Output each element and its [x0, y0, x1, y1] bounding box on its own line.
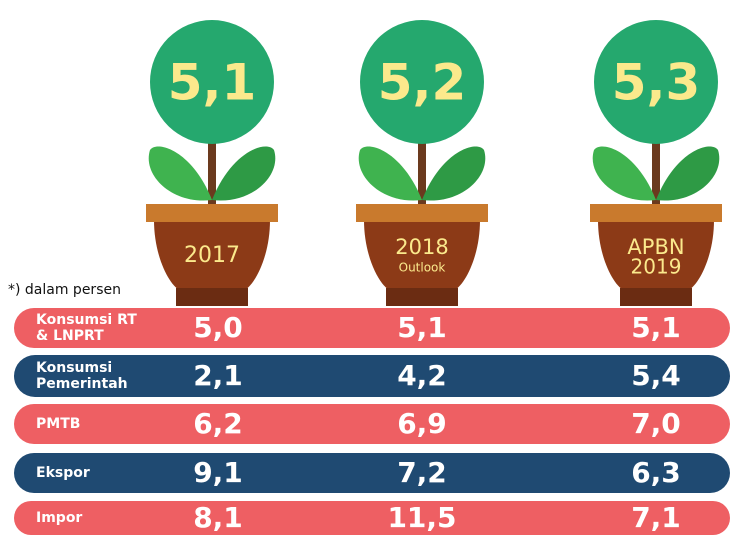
- row-value: 2,1: [193, 359, 243, 392]
- pot-sublabel: 2019: [631, 255, 682, 279]
- row-label: Konsumsi: [36, 360, 112, 376]
- row-value: 11,5: [387, 501, 456, 534]
- row-value: 9,1: [193, 456, 243, 489]
- row-label: Konsumsi RT: [36, 312, 137, 328]
- headline-value: 5,1: [168, 54, 257, 112]
- row-label: & LNPRT: [36, 328, 104, 344]
- row-value: 6,9: [397, 407, 447, 440]
- pot-rim: [356, 204, 488, 222]
- row-band: [14, 453, 730, 493]
- row-value: 4,2: [397, 359, 447, 392]
- leaf: [656, 147, 719, 201]
- leaf: [593, 147, 656, 201]
- row-label: Ekspor: [36, 465, 90, 481]
- row-label: PMTB: [36, 416, 80, 432]
- pot-base: [620, 288, 692, 306]
- row-value: 7,0: [631, 407, 681, 440]
- row-value: 5,1: [397, 311, 447, 344]
- note: *) dalam persen: [8, 282, 121, 298]
- pot-base: [176, 288, 248, 306]
- row-value: 5,0: [193, 311, 243, 344]
- pot-base: [386, 288, 458, 306]
- row-value: 5,4: [631, 359, 681, 392]
- pot-rim: [146, 204, 278, 222]
- leaf: [422, 147, 485, 201]
- row-value: 6,2: [193, 407, 243, 440]
- row-band: [14, 404, 730, 444]
- row-label: Impor: [36, 510, 82, 526]
- pot-rim: [590, 204, 722, 222]
- leaf: [149, 147, 212, 201]
- headline-value: 5,3: [612, 54, 701, 112]
- leaf: [212, 147, 275, 201]
- row-value: 8,1: [193, 501, 243, 534]
- pot-label: 2018: [395, 235, 448, 259]
- infographic: *) dalam persen 5,1 2017 5,2 2018 Outlook 5,3…: [0, 0, 734, 535]
- leaf: [359, 147, 422, 201]
- pot-sublabel: Outlook: [399, 261, 446, 275]
- row-value: 7,2: [397, 456, 447, 489]
- pot-label: 2017: [184, 243, 240, 268]
- row-band: [14, 501, 730, 535]
- row-value: 6,3: [631, 456, 681, 489]
- row-value: 7,1: [631, 501, 681, 534]
- row-value: 5,1: [631, 311, 681, 344]
- row-label: Pemerintah: [36, 376, 128, 392]
- headline-value: 5,2: [378, 54, 467, 112]
